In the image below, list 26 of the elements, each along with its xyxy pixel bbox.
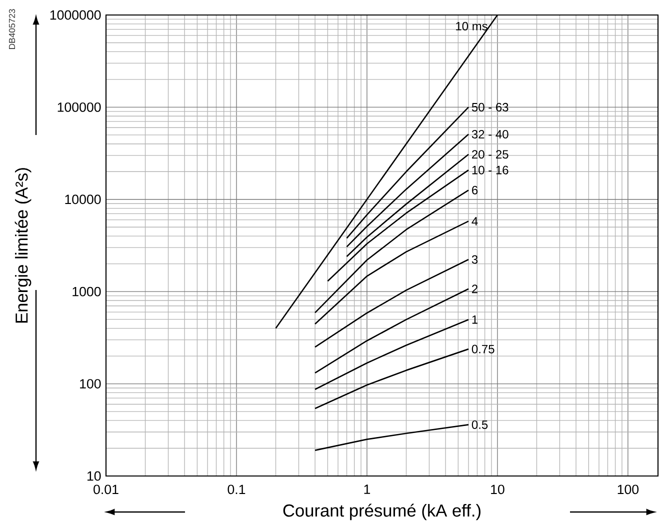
- x-tick-label: 100: [618, 484, 639, 494]
- x-tick-label: 10: [491, 484, 504, 494]
- y-tick-label: 1000000: [50, 10, 101, 20]
- series-label: 1: [472, 315, 478, 324]
- x-tick-label: 1: [364, 484, 370, 494]
- series-label: 4: [472, 217, 478, 226]
- series-label: 0.5: [472, 420, 488, 429]
- y-axis-title: Energie limitée (A²s): [14, 168, 32, 323]
- series-label: 20 - 25: [472, 150, 508, 159]
- series-label: 10 ms: [456, 22, 488, 30]
- series-label: 10 - 16: [472, 166, 508, 174]
- series-label: 32 - 40: [472, 130, 508, 138]
- y-tick-label: 10: [87, 471, 101, 481]
- y-tick-label: 10000: [65, 194, 101, 204]
- series-label: 50 - 63: [472, 102, 508, 112]
- x-tick-label: 0.1: [228, 484, 246, 494]
- x-tick-label: 0.01: [94, 484, 118, 494]
- y-tick-label: 1000: [72, 286, 101, 296]
- text: DB405723: [8, 9, 16, 49]
- series-label: 3: [472, 255, 478, 264]
- series-label: 0.75: [472, 344, 494, 354]
- series-label: 2: [472, 284, 478, 294]
- y-tick-label: 100000: [58, 102, 101, 112]
- y-tick-label: 100: [80, 379, 101, 388]
- series-label: 6: [472, 186, 478, 194]
- x-axis-title: Courant présumé (kA eff.): [283, 504, 480, 520]
